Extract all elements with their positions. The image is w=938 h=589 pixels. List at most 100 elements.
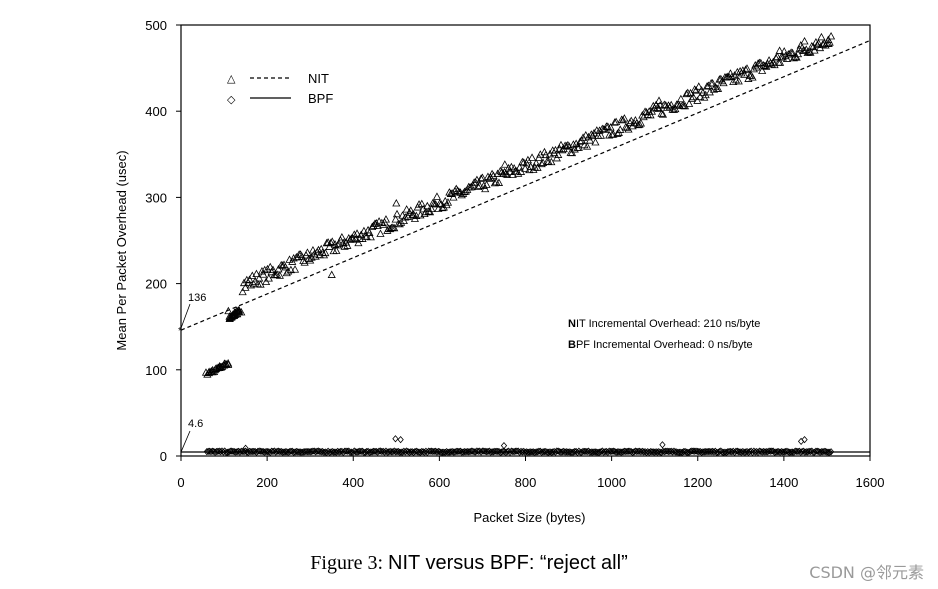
nit-point: [634, 120, 643, 129]
bpf-point: [596, 448, 603, 456]
nit-point: [252, 269, 261, 278]
bpf-point: [526, 448, 533, 456]
bpf-point: [426, 447, 434, 455]
nit-point: [346, 235, 355, 243]
nit-point: [753, 59, 763, 67]
bpf-point: [249, 447, 256, 456]
bpf-point: [476, 447, 483, 455]
nit-point: [741, 65, 750, 73]
nit-point: [824, 39, 833, 47]
bpf-point: [608, 447, 616, 455]
nit-point: [432, 192, 442, 200]
nit-point: [443, 198, 453, 206]
bpf-point: [772, 448, 780, 456]
bpf-point: [326, 448, 333, 456]
nit-point: [657, 109, 666, 117]
nit-point: [340, 242, 349, 250]
bpf-point: [650, 448, 657, 456]
bpf-point: [570, 448, 577, 456]
bpf-point: [582, 447, 589, 456]
nit-point: [284, 267, 293, 275]
bpf-point: [207, 448, 215, 456]
nit-point: [304, 254, 313, 262]
nit-point: [507, 162, 516, 171]
nit-point: [583, 142, 592, 150]
nit-point: [326, 238, 335, 247]
bpf-point: [767, 447, 774, 455]
nit-point: [569, 140, 578, 148]
plot-frame: [180, 24, 871, 457]
bpf-point: [775, 448, 782, 456]
nit-point: [612, 117, 621, 126]
bpf-point: [493, 447, 500, 455]
nit-point: [354, 238, 363, 247]
bpf-point: [662, 447, 669, 455]
bpf-point: [356, 447, 363, 455]
bpf-point: [753, 447, 760, 456]
nit-point: [708, 78, 717, 87]
legend-bpf-marker: ◇: [227, 94, 236, 106]
bpf-point: [588, 448, 595, 456]
nit-point: [322, 238, 331, 247]
nit-point: [785, 49, 794, 58]
nit-point: [667, 100, 676, 109]
nit-point: [427, 204, 436, 213]
bpf-point: [661, 447, 668, 456]
bpf-point: [563, 448, 570, 456]
nit-point: [449, 193, 458, 201]
nit-point: [646, 110, 655, 119]
bpf-point: [738, 448, 745, 456]
bpf-point: [227, 447, 234, 455]
nit-point: [381, 215, 391, 223]
nit-point: [496, 166, 505, 175]
x-tick-label: 200: [256, 475, 278, 490]
nit-intercept-marker: *: [178, 326, 182, 337]
nit-point: [758, 66, 767, 74]
nit-point: [792, 53, 801, 61]
nit-point: [733, 67, 742, 76]
bpf-point: [544, 448, 551, 456]
bpf-point: [603, 447, 610, 456]
nit-point: [461, 187, 470, 195]
nit-point: [527, 153, 537, 161]
nit-point: [397, 218, 406, 226]
bpf-point: [388, 448, 395, 456]
nit-point: [536, 150, 545, 158]
bpf-point: [461, 448, 468, 456]
bpf-point: [335, 448, 343, 456]
bpf-point: [429, 447, 436, 456]
bpf-point: [392, 435, 399, 443]
legend-bpf-label: BPF: [308, 91, 333, 106]
nit-point: [325, 242, 334, 250]
y-tick-label: 300: [145, 190, 167, 205]
nit-point: [268, 265, 278, 274]
bpf-point: [491, 447, 498, 455]
bpf-point: [242, 444, 249, 452]
nit-point: [275, 271, 284, 279]
bpf-point: [703, 448, 711, 456]
nit-point: [300, 258, 309, 266]
nit-point: [740, 70, 749, 78]
bpf-point: [654, 448, 661, 456]
x-tick-label: 1600: [856, 475, 885, 490]
nit-point: [500, 160, 509, 168]
nit-point: [417, 199, 426, 208]
nit-point: [620, 114, 629, 122]
bpf-point: [334, 447, 341, 455]
bpf-point: [400, 447, 408, 455]
nit-point: [756, 58, 765, 67]
bpf-point: [291, 448, 299, 456]
nit-point: [567, 148, 577, 157]
legend-nit-label: NIT: [308, 71, 329, 86]
bpf-point: [564, 448, 572, 456]
nit-point: [303, 248, 312, 256]
nit-point: [486, 173, 495, 181]
bpf-point: [652, 448, 660, 456]
nit-point: [676, 94, 685, 103]
bpf-point: [216, 447, 223, 455]
bpf-point: [527, 448, 534, 456]
nit-point: [401, 213, 410, 221]
nit-point: [255, 274, 264, 282]
nit-point: [245, 275, 254, 283]
nit-point: [640, 107, 650, 115]
